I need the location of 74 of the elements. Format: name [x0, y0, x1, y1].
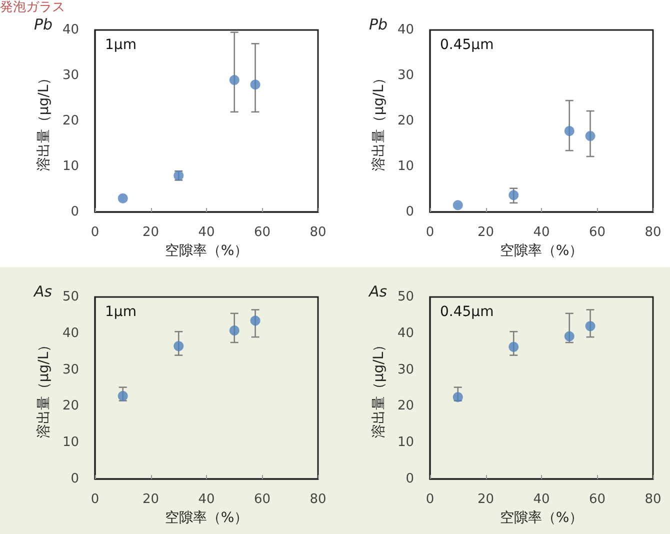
point [585, 131, 596, 142]
point [508, 190, 519, 200]
y-tick-label: 10 [62, 435, 79, 450]
x-axis-title: 空隙率（%） [500, 242, 584, 259]
x-tick-label: 60 [588, 492, 606, 507]
y-tick-label: 30 [397, 362, 414, 378]
y-tick-label: 30 [397, 68, 414, 83]
y-tick-label: 20 [62, 114, 79, 128]
y-tick-label: 20 [397, 114, 414, 128]
x-tick-label: 80 [310, 492, 326, 507]
chart-title: Pb [34, 16, 53, 34]
x-tick-label: 0 [426, 225, 434, 240]
x-tick-label: 20 [477, 225, 494, 240]
x-tick-label: 0 [90, 492, 100, 507]
x-tick-label: 40 [198, 225, 215, 240]
annotation: 1µm [105, 37, 136, 53]
x-tick-label: 20 [142, 225, 160, 240]
x-tick-label: 0 [90, 225, 100, 240]
y-tick-label: 40 [62, 326, 79, 341]
point [174, 341, 184, 352]
point [564, 331, 574, 342]
point [508, 342, 519, 352]
chart-title: Pb [369, 16, 388, 34]
y-tick-label: 0 [70, 472, 79, 486]
y-tick-label: 0 [406, 472, 414, 486]
annotation: 0.45µm [440, 37, 494, 53]
point [250, 80, 260, 90]
chart-title: As [33, 282, 52, 300]
x-tick-label: 60 [254, 492, 271, 507]
y-axis-title: 溶出量（µg/L） [371, 338, 387, 438]
x-axis-title: 空隙率（%） [164, 510, 248, 526]
annotation: 1µm [105, 304, 136, 320]
point [564, 126, 574, 136]
y-tick-label: 20 [62, 398, 79, 414]
x-tick-label: 40 [533, 225, 550, 240]
y-tick-label: 10 [397, 159, 414, 174]
x-tick-label: 20 [142, 492, 160, 507]
x-axis-title: 空隙率（%） [164, 242, 248, 259]
annotation: 0.45µm [440, 304, 494, 320]
point [452, 392, 463, 402]
y-tick-label: 40 [397, 22, 414, 38]
y-tick-label: 10 [397, 435, 414, 450]
point [452, 200, 463, 210]
y-tick-label: 40 [62, 22, 79, 38]
point [250, 316, 260, 326]
y-axis-title: 溶出量（µg/L） [36, 70, 52, 172]
point [585, 321, 596, 332]
point [229, 75, 240, 86]
y-tick-label: 20 [397, 398, 414, 414]
y-tick-label: 30 [62, 68, 79, 83]
y-axis-title: 溶出量（µg/L） [371, 70, 387, 172]
x-tick-label: 60 [588, 225, 606, 240]
y-tick-label: 10 [62, 159, 79, 174]
y-tick-label: 0 [406, 204, 414, 220]
y-tick-label: 40 [397, 326, 414, 341]
x-tick-label: 60 [254, 225, 271, 240]
point [118, 193, 128, 204]
x-tick-label: 40 [533, 492, 550, 507]
x-tick-label: 80 [310, 225, 326, 240]
y-tick-label: 0 [70, 204, 79, 220]
y-axis-title: 溶出量（µg/L） [36, 338, 52, 438]
point [118, 391, 128, 402]
chart-title: As [368, 282, 388, 300]
x-tick-label: 0 [426, 492, 434, 507]
x-tick-label: 80 [644, 492, 662, 507]
y-tick-label: 30 [62, 362, 79, 378]
text: 発泡ガラス [0, 0, 65, 15]
point [229, 325, 240, 336]
x-tick-label: 20 [477, 492, 494, 507]
x-axis-title: 空隙率（%） [500, 510, 584, 526]
x-tick-label: 80 [644, 225, 662, 240]
y-tick-label: 50 [62, 290, 79, 304]
x-tick-label: 40 [198, 492, 215, 507]
y-tick-label: 50 [397, 290, 414, 304]
